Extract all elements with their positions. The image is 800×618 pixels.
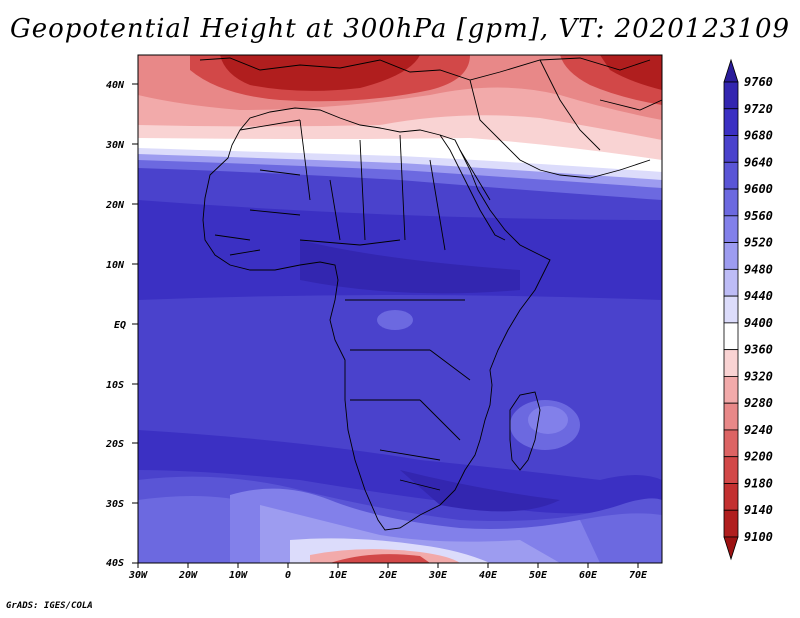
colorbar-box: [723, 483, 739, 511]
colorbar-label: 9200: [744, 450, 773, 464]
lat-label-40n: 40N: [106, 80, 125, 91]
colorbar-box: [723, 81, 739, 110]
lon-label-20w: 20W: [178, 570, 198, 581]
lat-label-10n: 10N: [106, 260, 125, 271]
colorbar-label: 9600: [744, 182, 773, 196]
lon-label-50e: 50E: [529, 570, 548, 581]
colorbar-box: [723, 135, 739, 163]
lat-axis: 40N 30N 20N 10N EQ 10S 20S 30S 40S: [105, 80, 138, 569]
lat-label-10s: 10S: [106, 380, 124, 391]
colorbar-box: [723, 268, 739, 297]
colorbar-top-arrow: [723, 58, 739, 83]
colorbar-box: [723, 161, 739, 190]
lon-label-10w: 10W: [229, 570, 248, 581]
lon-label-20e: 20E: [378, 570, 398, 581]
lon-label-70e: 70E: [629, 570, 648, 581]
map-title: Geopotential Height at 300hPa [gpm], VT:…: [9, 14, 791, 44]
colorbar-label: 9360: [744, 343, 773, 357]
colorbar-label: 9680: [744, 129, 773, 143]
colorbar-box: [723, 215, 739, 243]
colorbar-box: [723, 108, 739, 136]
lat-label-20n: 20N: [105, 200, 125, 211]
colorbar-label: 9400: [744, 316, 773, 330]
lon-label-60e: 60E: [579, 570, 598, 581]
lat-label-30s: 30S: [105, 499, 124, 510]
lat-label-30n: 30N: [105, 140, 125, 151]
colorbar-label: 9640: [744, 155, 773, 169]
colorbar-label: 9100: [744, 530, 773, 544]
colorbar-label: 9240: [744, 423, 773, 437]
colorbar-label: 9760: [744, 75, 773, 89]
colorbar-label: 9440: [744, 289, 773, 303]
colorbar-box: [723, 402, 739, 431]
colorbar-label: 9320: [744, 369, 773, 383]
colorbar-box: [723, 295, 739, 324]
colorbar: 9760 9720 9680 9640 9600 9560 9520 9480 9440 9400…: [723, 58, 773, 561]
colorbar-box: [723, 429, 739, 458]
height-field: [138, 55, 662, 563]
lon-label-30w: 30W: [128, 570, 148, 581]
colorbar-box: [723, 509, 739, 538]
colorbar-label: 9180: [744, 476, 773, 490]
colorbar-label: 9280: [744, 396, 773, 410]
colorbar-label: 9560: [744, 209, 773, 223]
lat-label-eq: EQ: [114, 320, 126, 331]
colorbar-box: [723, 188, 739, 217]
grads-credit: GrADS: IGES/COLA: [6, 601, 93, 611]
lon-label-40e: 40E: [479, 570, 498, 581]
colorbar-label: 9480: [744, 262, 773, 276]
lon-axis: 30W 20W 10W 0 10E 20E 30E 40E 50E 60E 70…: [128, 563, 648, 581]
colorbar-box: [723, 322, 739, 351]
colorbar-label: 9720: [744, 102, 773, 116]
colorbar-box: [723, 376, 739, 404]
colorbar-bottom-arrow: [723, 536, 739, 561]
plot-frame: [137, 54, 663, 564]
colorbar-box: [723, 349, 739, 377]
lon-label-0: 0: [285, 570, 291, 581]
lat-label-20s: 20S: [105, 439, 124, 450]
lat-label-40s: 40S: [106, 558, 124, 569]
lon-label-10e: 10E: [329, 570, 348, 581]
colorbar-label: 9140: [744, 503, 773, 517]
colorbar-box: [723, 242, 739, 270]
coastline-borders: [199, 57, 662, 531]
colorbar-box: [723, 456, 739, 484]
colorbar-label: 9520: [744, 236, 773, 250]
lon-label-30e: 30E: [428, 570, 448, 581]
